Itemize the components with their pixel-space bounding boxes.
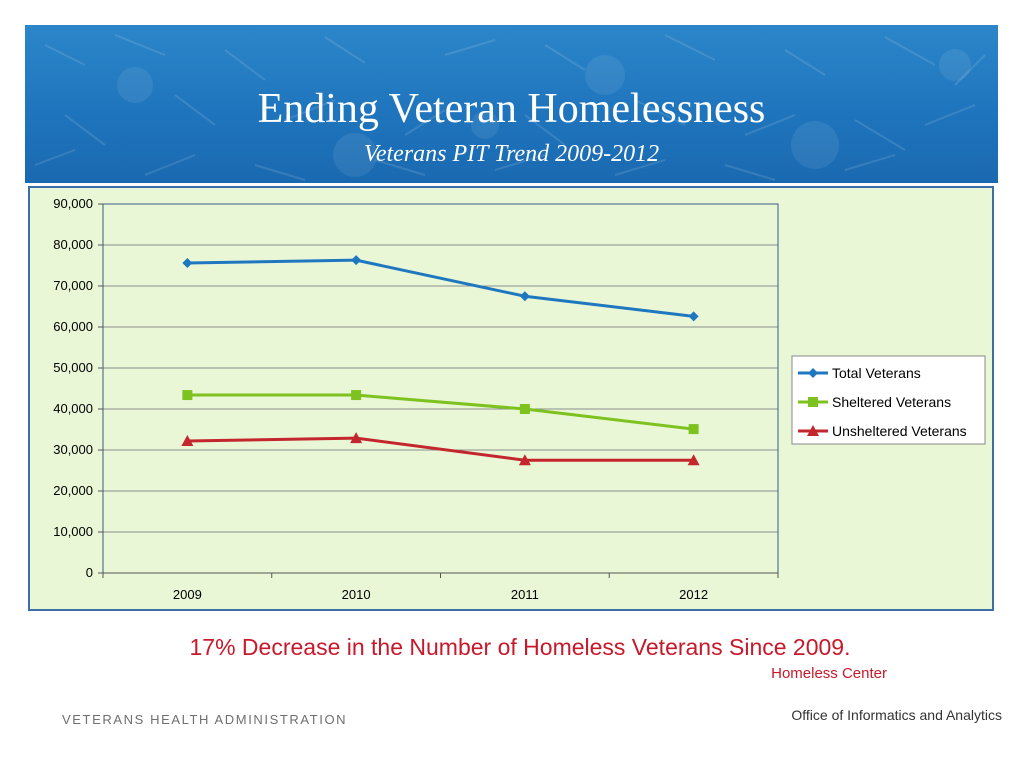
y-tick-label: 60,000 — [53, 319, 93, 334]
axis-layer: 0 10,000 20,000 30,000 40,000 50,000 60,000 70,… — [53, 196, 779, 602]
data-point — [351, 255, 362, 266]
data-point — [182, 258, 193, 269]
banner-texture — [34, 34, 986, 181]
y-tick-label: 20,000 — [53, 483, 93, 498]
x-tick-label: 2010 — [342, 587, 371, 602]
legend-label: Unsheltered Veterans — [832, 423, 967, 439]
data-point — [519, 291, 530, 302]
footer-organization: VETERANS HEALTH ADMINISTRATION — [62, 712, 348, 727]
series-line-2 — [187, 436, 694, 462]
data-point — [688, 311, 699, 322]
y-tick-label: 90,000 — [53, 196, 93, 211]
series-line-1 — [187, 393, 694, 431]
data-point — [351, 390, 362, 401]
data-point — [518, 454, 531, 466]
data-point — [519, 404, 530, 414]
legend-marker — [808, 397, 818, 407]
data-point — [688, 424, 699, 435]
legend-label: Sheltered Veterans — [832, 394, 951, 410]
y-tick-label: 10,000 — [53, 524, 93, 539]
y-tick-label: 0 — [86, 565, 93, 580]
y-tick-label: 30,000 — [53, 442, 93, 457]
y-tick-label: 80,000 — [53, 237, 93, 252]
x-tick-label: 2012 — [679, 587, 708, 602]
plot-border — [102, 203, 779, 574]
legend: Total Veterans Sheltered Veterans Unshelte… — [791, 355, 986, 445]
series-layer — [181, 255, 700, 466]
legend-label: Total Veterans — [832, 365, 921, 381]
data-point — [350, 432, 363, 444]
footer-office: Office of Informatics and Analytics — [791, 707, 1002, 723]
chart-area: 0 10,000 20,000 30,000 40,000 50,000 60,000 70,… — [28, 186, 994, 611]
legend-box — [791, 355, 986, 445]
headline-text: 17% Decrease in the Number of Homeless V… — [189, 634, 851, 660]
data-point — [182, 390, 193, 401]
data-point — [181, 434, 194, 446]
data-point — [687, 454, 700, 466]
y-tick-label: 70,000 — [53, 278, 93, 293]
x-tick-label: 2011 — [511, 587, 539, 602]
title-banner: Ending Veteran Homelessness Veterans PIT… — [25, 25, 998, 183]
slide-title: Ending Veteran Homelessness — [257, 86, 766, 132]
y-tick-label: 50,000 — [53, 360, 93, 375]
series-line-0 — [187, 258, 694, 318]
slide-subtitle: Veterans PIT Trend 2009-2012 — [363, 141, 660, 167]
grid-layer — [103, 244, 778, 533]
source-text: Homeless Center — [771, 665, 887, 682]
y-tick-label: 40,000 — [53, 401, 93, 416]
legend-marker — [808, 368, 818, 378]
x-tick-label: 2009 — [173, 587, 202, 602]
line-chart: 0 10,000 20,000 30,000 40,000 50,000 60,000 70,… — [53, 196, 986, 602]
legend-marker — [807, 425, 819, 436]
